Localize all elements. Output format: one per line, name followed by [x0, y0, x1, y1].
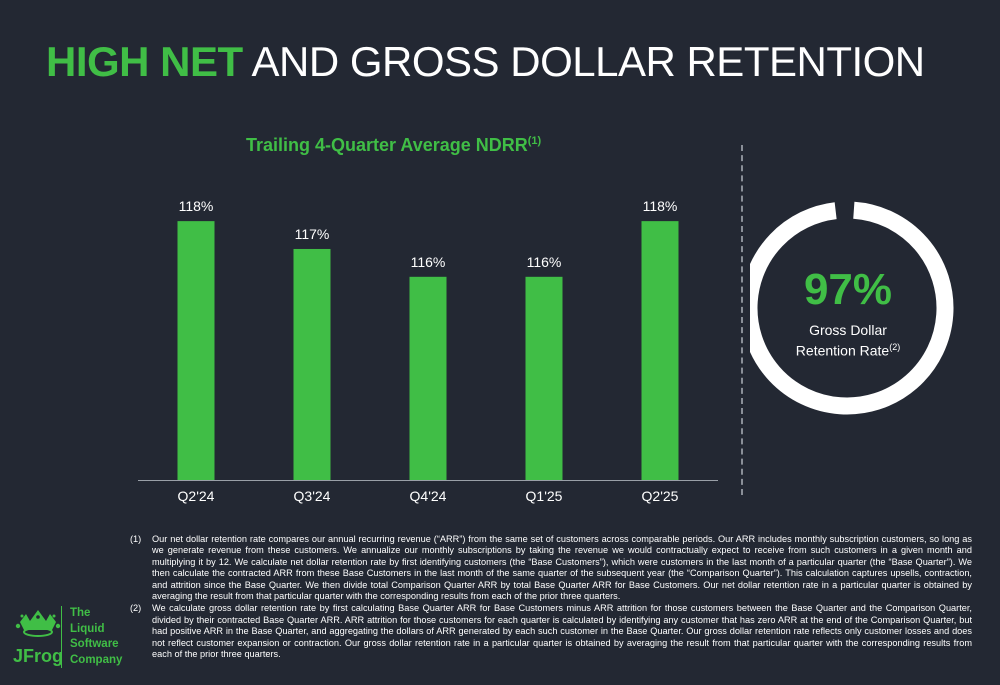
- jfrog-logo-icon: JFrog: [13, 610, 63, 666]
- bar-data-label: 117%: [295, 226, 330, 242]
- bar-1: [293, 248, 331, 480]
- bar-3: [525, 276, 563, 480]
- bar-data-label: 118%: [179, 198, 214, 214]
- x-tick-label: Q3'24: [294, 488, 331, 504]
- bar-data-label: 116%: [411, 254, 446, 270]
- tagline-line: Software: [70, 638, 119, 650]
- footnotes: (1) Our net dollar retention rate compar…: [130, 534, 972, 661]
- logo-tagline: The Liquid Software Company: [70, 606, 122, 668]
- bar-data-label: 116%: [527, 254, 562, 270]
- gross-retention-value: 97%: [803, 265, 893, 314]
- chart-title: Trailing 4-Quarter Average NDRR(1): [246, 135, 541, 156]
- footnote-text: We calculate gross dollar retention rate…: [152, 603, 972, 660]
- bar-0: [177, 221, 215, 480]
- gross-retention-donut: [750, 201, 954, 415]
- logo-divider: [61, 606, 62, 668]
- x-tick-label: Q2'24: [178, 488, 215, 504]
- title-rest: AND GROSS DOLLAR RETENTION: [251, 38, 926, 85]
- page-title: HIGH NET AND GROSS DOLLAR RETENTION: [46, 38, 925, 86]
- x-tick-label: Q2'25: [642, 488, 679, 504]
- ndrr-bar-chart: 118% Q2'24 117% Q3'24 116% Q4'24 116% Q1'25 118%…: [138, 198, 718, 504]
- x-tick-label: Q1'25: [526, 488, 563, 504]
- x-tick-label: Q4'24: [410, 488, 447, 504]
- gross-label-footnote-ref: (2): [889, 342, 901, 352]
- footnote-number: (1): [130, 534, 142, 544]
- tagline-line: The: [70, 607, 91, 619]
- section-divider: [741, 145, 743, 495]
- gross-retention-label: Gross Dollar Retention Rate(2): [788, 322, 908, 360]
- logo-wordmark: JFrog: [13, 646, 63, 666]
- tagline-line: Liquid: [70, 622, 105, 635]
- tagline-line: Company: [70, 653, 123, 666]
- bar-2: [409, 276, 447, 480]
- chart-title-text: Trailing 4-Quarter Average NDRR: [246, 135, 528, 155]
- footnote-number: (2): [130, 603, 142, 614]
- footnote-2: (2) We calculate gross dollar retention …: [130, 603, 972, 660]
- chart-title-footnote-ref: (1): [527, 135, 542, 147]
- gross-label-line2-text: Retention Rate: [795, 342, 890, 359]
- bar-4: [641, 221, 679, 480]
- footnote-1: (1) Our net dollar retention rate compar…: [130, 534, 972, 602]
- title-accent: HIGH NET: [46, 38, 243, 85]
- gross-label-line2: Retention Rate(2): [788, 339, 908, 360]
- bar-data-label: 118%: [643, 198, 678, 214]
- footnote-text: Our net dollar retention rate compares o…: [152, 534, 972, 602]
- gross-label-line1: Gross Dollar: [809, 322, 887, 338]
